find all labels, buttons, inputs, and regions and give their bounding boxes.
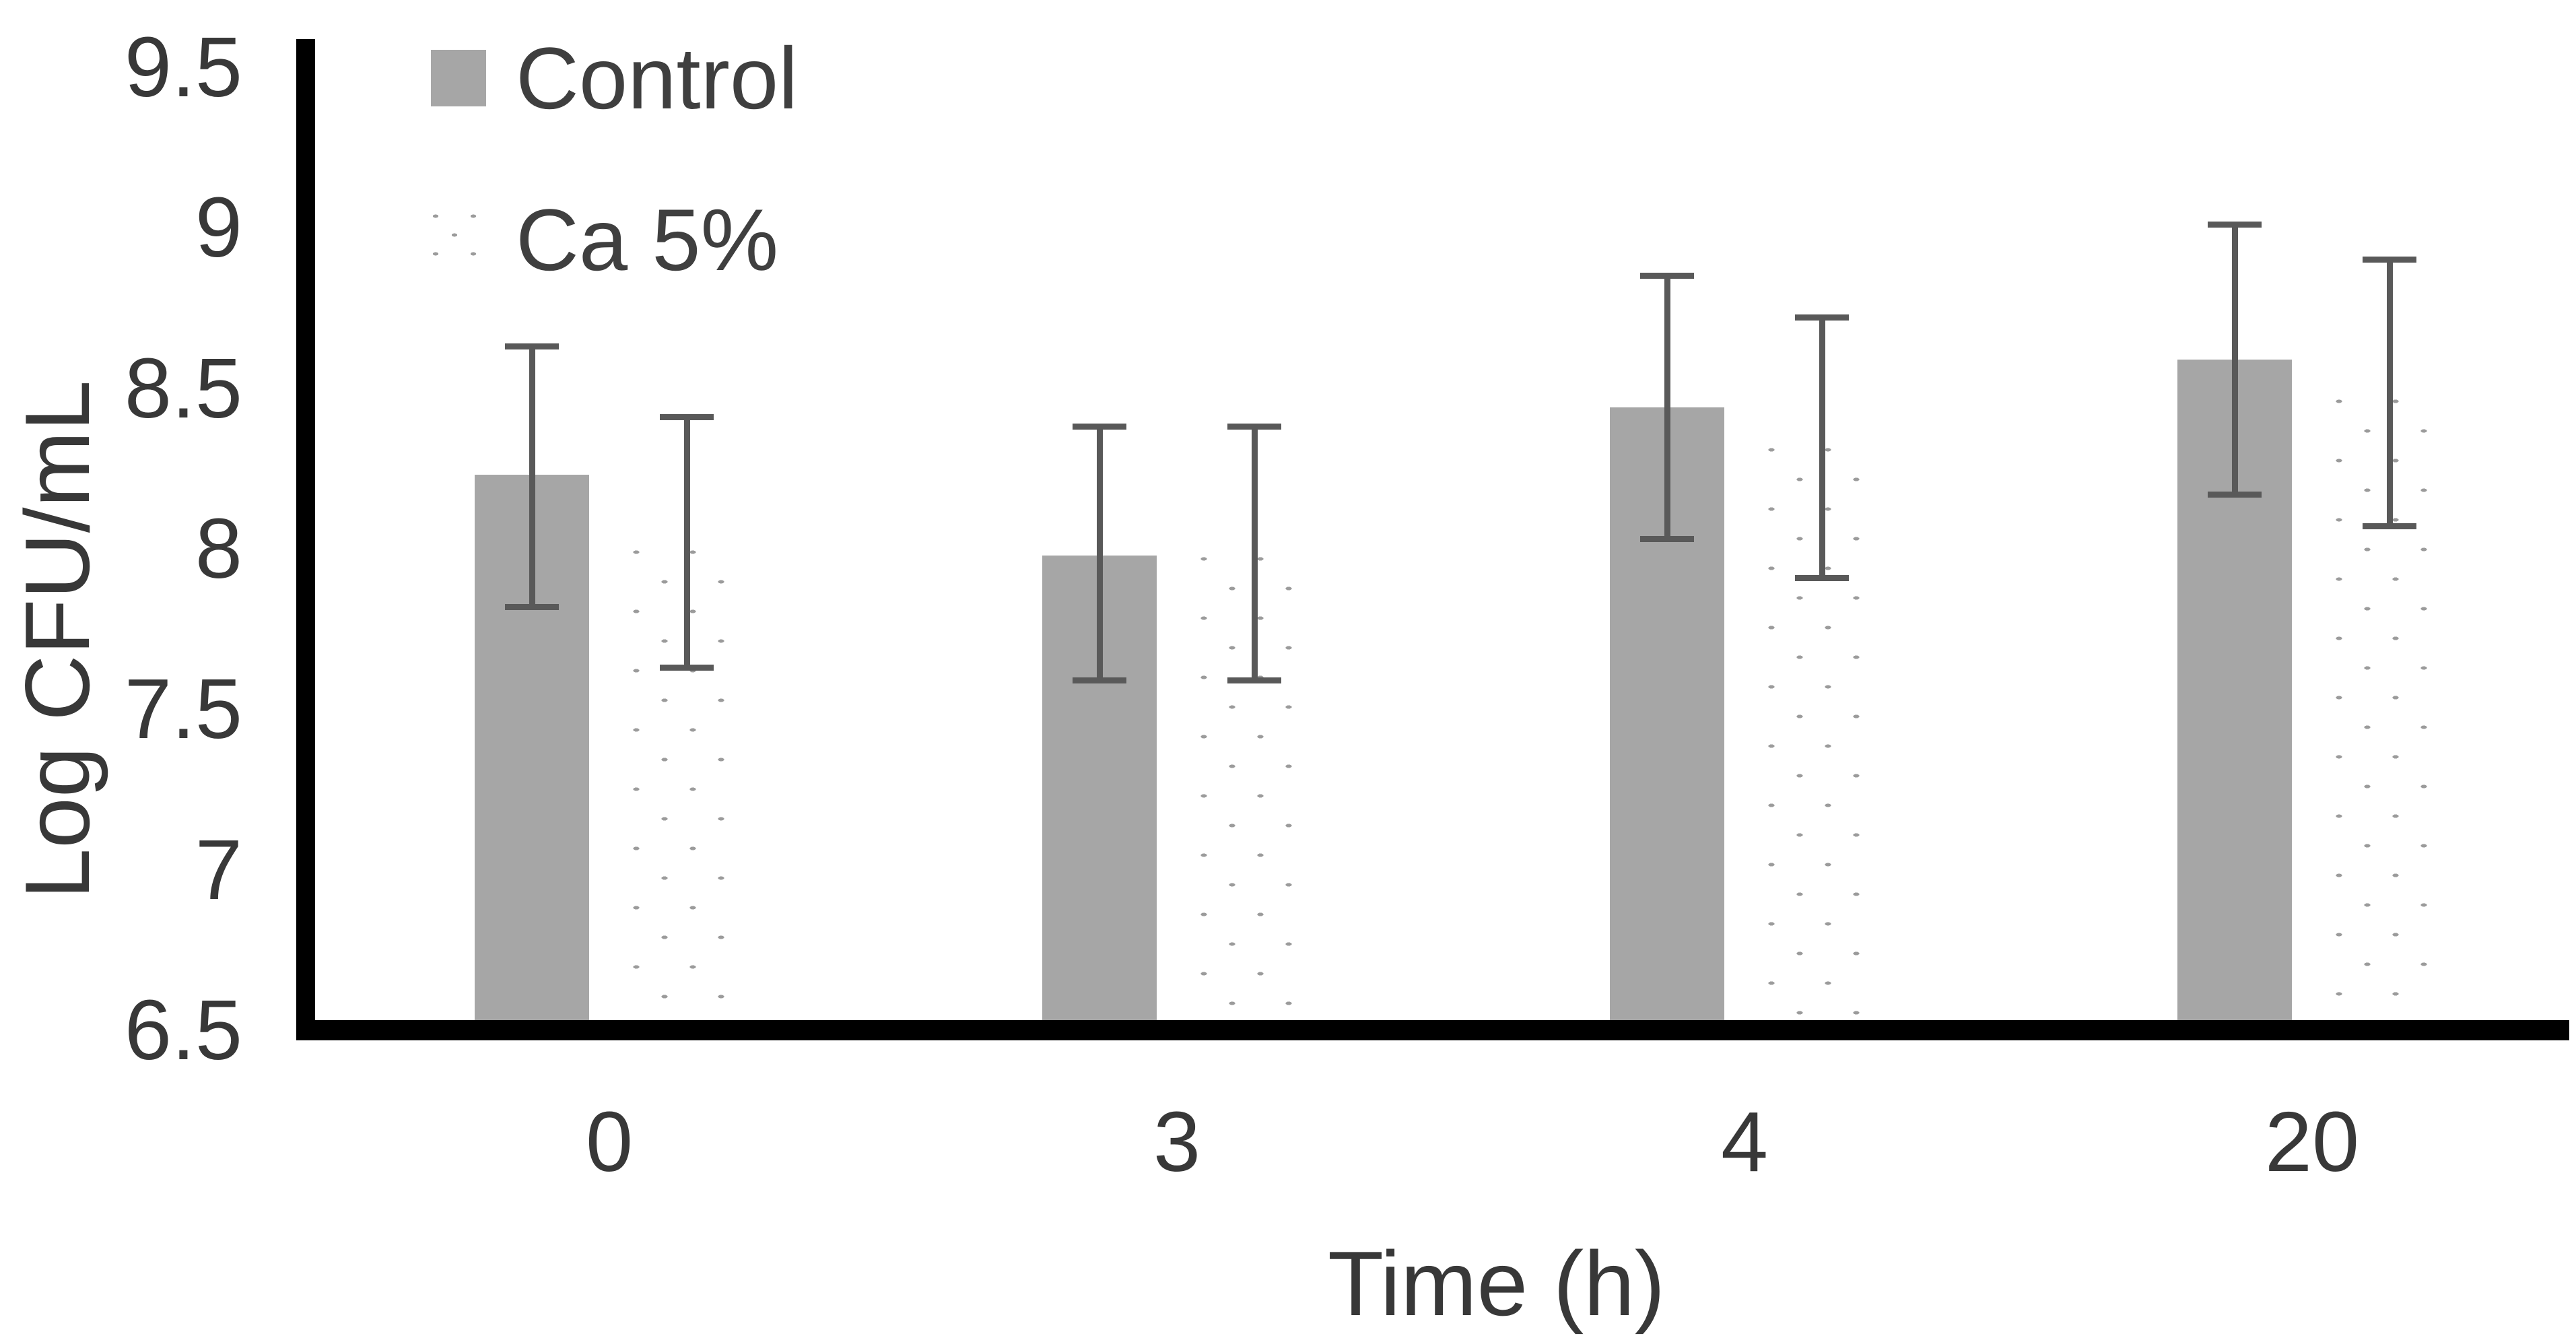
legend-label: Ca 5% [516,191,779,289]
y-tick-label: 9.5 [124,20,242,114]
error-bar-stem [1664,273,1670,543]
x-tick-label: 0 [585,1094,634,1189]
error-bar-stem [2231,221,2238,498]
error-bar-control-t3 [1073,424,1126,684]
legend: Control Ca 5% [431,32,798,286]
error-bar-stem [1096,424,1103,684]
legend-item-ca-5-: Ca 5% [431,194,798,286]
error-bar-control-t4 [1640,273,1694,543]
error-bar-ca-5--t3 [1227,424,1281,684]
y-tick-label: 7 [195,822,242,917]
error-bar-stem [529,343,535,610]
error-bar-ca-5--t4 [1795,314,1849,581]
x-tick-label: 3 [1153,1094,1201,1189]
x-tick-label: 4 [1720,1094,1769,1189]
error-bar-ca-5--t0 [660,413,714,671]
legend-label: Control [516,29,799,127]
x-tick-label: 20 [2264,1094,2360,1189]
bar-ca-5--t20 [2332,395,2447,1030]
y-tick-label: 6.5 [124,982,242,1077]
legend-item-control: Control [431,32,798,124]
y-tick-label: 7.5 [124,661,242,757]
error-bar-stem [683,413,690,671]
error-bar-ca-5--t20 [2363,257,2416,530]
legend-swatch-dotted [431,211,486,268]
error-bar-stem [1251,424,1258,684]
legend-swatch-solid-gray [431,50,486,106]
x-axis-line [296,1020,2569,1040]
error-bar-stem [2386,257,2393,530]
y-tick-label: 8.5 [124,340,242,436]
y-axis-title: Log CFU/mL [6,380,108,900]
x-axis-title: Time (h) [1328,1232,1666,1335]
error-bar-control-t20 [2208,221,2262,498]
error-bar-control-t0 [505,343,559,610]
y-tick-label: 8 [195,501,242,596]
y-axis-line [296,39,315,1040]
y-tick-label: 9 [195,180,242,275]
error-bar-stem [1819,314,1825,581]
